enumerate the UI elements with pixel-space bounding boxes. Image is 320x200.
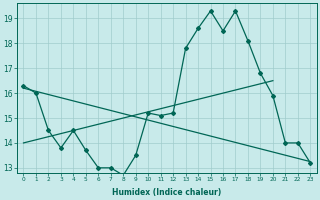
X-axis label: Humidex (Indice chaleur): Humidex (Indice chaleur) — [112, 188, 221, 197]
